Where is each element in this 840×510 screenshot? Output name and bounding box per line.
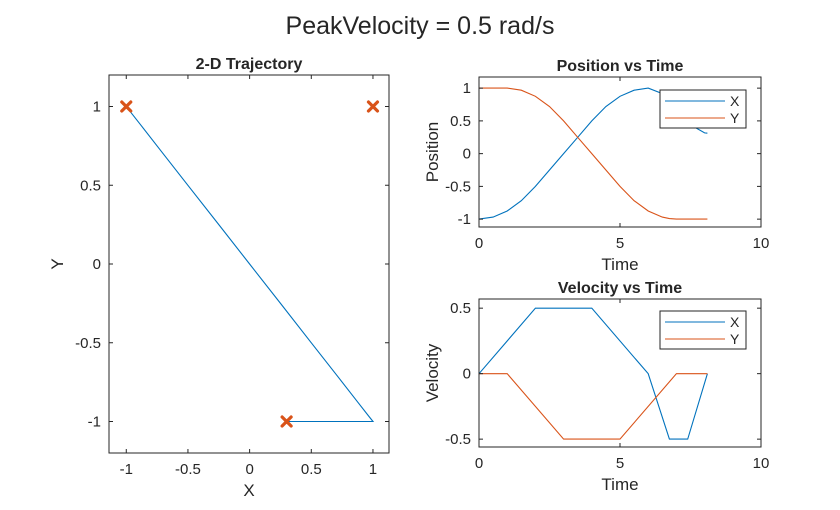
x-tick-label: 0 xyxy=(475,455,483,472)
y-tick-label: 0.5 xyxy=(450,300,471,317)
x-tick-label: 5 xyxy=(616,235,624,252)
legend: XY xyxy=(659,89,747,129)
x-marker xyxy=(366,100,380,113)
y-tick-label: -0.5 xyxy=(75,335,101,352)
x-axis-label: Time xyxy=(601,475,638,494)
x-marker xyxy=(120,100,133,113)
x-tick-label: 0 xyxy=(475,235,483,252)
pos-axes: 0 5 10 -1 -0.5 0 0.5 1 Position vs Time Time Posit… xyxy=(423,58,769,274)
x-tick-label: -1 xyxy=(120,461,133,478)
series-line-y xyxy=(479,373,708,440)
y-axis-label: Velocity xyxy=(423,343,442,402)
y-tick-label: 0 xyxy=(93,256,101,273)
x-axis-label: X xyxy=(243,481,254,500)
figure-title: PeakVelocity = 0.5 rad/s xyxy=(286,12,555,40)
x-tick-label: 1 xyxy=(369,461,377,478)
chart-title: Position vs Time xyxy=(557,58,684,75)
y-tick-label: 0.5 xyxy=(80,177,101,194)
y-tick-label: 1 xyxy=(93,99,101,116)
chart-title: Velocity vs Time xyxy=(558,280,682,297)
y-tick-label: -1 xyxy=(458,211,471,228)
legend-label: X xyxy=(730,314,740,330)
chart-title: 2-D Trajectory xyxy=(196,56,303,73)
legend-label: X xyxy=(730,93,740,109)
x-tick-label: 10 xyxy=(753,455,770,472)
series-line-y xyxy=(479,87,708,220)
x-tick-label: 10 xyxy=(753,235,770,252)
x-marker xyxy=(280,415,293,428)
legend: XY xyxy=(659,310,747,350)
y-axis-label: Y xyxy=(48,258,67,269)
series-line-trajectory xyxy=(125,106,375,423)
x-tick-label: 5 xyxy=(616,455,624,472)
y-tick-label: 0 xyxy=(463,146,471,163)
legend-box xyxy=(659,310,747,350)
series-line-x xyxy=(478,307,708,440)
x-axis-label: Time xyxy=(601,255,638,274)
y-axis-label: Position xyxy=(423,122,442,182)
y-tick-label: 0 xyxy=(463,366,471,383)
x-tick-label: 0.5 xyxy=(301,461,322,478)
y-tick-label: -0.5 xyxy=(445,431,471,448)
legend-box xyxy=(659,89,747,129)
y-tick-label: -1 xyxy=(88,414,101,431)
y-tick-label: 0.5 xyxy=(450,113,471,130)
y-tick-label: 1 xyxy=(463,80,471,97)
x-tick-label: 0 xyxy=(245,461,253,478)
traj-axes: -1 -0.5 0 0.5 1 -1 -0.5 0 0.5 1 2-D Trajectory X Y xyxy=(48,56,390,500)
y-tick-label: -0.5 xyxy=(445,178,471,195)
x-tick-label: -0.5 xyxy=(175,461,201,478)
legend-label: Y xyxy=(730,110,740,126)
legend-label: Y xyxy=(730,331,740,347)
